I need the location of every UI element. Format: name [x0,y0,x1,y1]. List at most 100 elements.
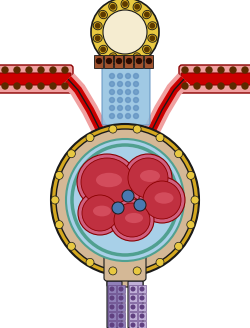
Ellipse shape [93,206,111,216]
Ellipse shape [82,195,118,231]
Circle shape [126,73,130,78]
Circle shape [131,287,135,291]
Bar [129,321,137,328]
Circle shape [146,58,152,64]
Ellipse shape [133,53,141,62]
Ellipse shape [148,22,157,30]
Circle shape [110,113,114,118]
Circle shape [38,67,44,73]
Circle shape [118,106,122,111]
Circle shape [134,113,138,118]
Circle shape [194,67,200,73]
Circle shape [118,113,122,118]
Circle shape [134,81,138,87]
Circle shape [150,24,154,28]
Bar [124,55,133,68]
Bar [108,285,116,293]
Bar [108,294,116,302]
Circle shape [187,221,195,229]
Ellipse shape [128,158,168,198]
Circle shape [126,58,132,64]
Circle shape [140,287,144,291]
Circle shape [133,125,141,133]
Bar [117,285,125,293]
Circle shape [110,305,114,309]
Circle shape [118,73,122,78]
Circle shape [230,67,236,73]
Circle shape [140,323,144,327]
Circle shape [136,58,141,64]
Circle shape [51,196,59,204]
Circle shape [110,314,114,318]
Circle shape [110,73,114,78]
Circle shape [206,67,212,73]
Ellipse shape [56,129,194,271]
Circle shape [131,296,135,300]
Circle shape [118,81,122,87]
Ellipse shape [93,34,102,42]
Circle shape [96,24,100,28]
Circle shape [96,36,100,40]
Circle shape [126,113,130,118]
FancyBboxPatch shape [102,66,150,125]
Circle shape [206,83,212,89]
Bar [108,321,116,328]
Ellipse shape [133,2,141,11]
Circle shape [119,323,123,327]
Circle shape [110,97,114,102]
Ellipse shape [72,145,178,255]
Circle shape [174,150,182,158]
Circle shape [101,47,105,51]
Bar [117,312,125,320]
Circle shape [156,133,164,142]
Circle shape [134,90,138,94]
Circle shape [86,258,94,266]
Circle shape [131,314,135,318]
Ellipse shape [51,124,199,276]
Circle shape [14,67,20,73]
FancyBboxPatch shape [107,281,122,328]
Bar [108,303,116,311]
Ellipse shape [121,0,129,9]
Circle shape [134,199,146,211]
FancyBboxPatch shape [181,73,250,85]
Bar [129,303,137,311]
Bar [129,312,137,320]
Circle shape [140,296,144,300]
Circle shape [131,323,135,327]
Circle shape [156,258,164,266]
Ellipse shape [99,45,108,54]
Bar [104,55,113,68]
Ellipse shape [140,170,160,182]
Circle shape [50,83,56,89]
Circle shape [126,106,130,111]
Ellipse shape [143,181,181,219]
Ellipse shape [114,203,150,237]
Circle shape [126,81,130,87]
Circle shape [126,90,130,94]
Circle shape [119,305,123,309]
Ellipse shape [96,173,122,187]
Circle shape [110,287,114,291]
Bar [117,303,125,311]
Bar [138,285,146,293]
Circle shape [119,287,123,291]
Circle shape [194,83,200,89]
Bar [134,55,143,68]
Ellipse shape [109,53,117,62]
Circle shape [134,97,138,102]
Circle shape [145,47,149,51]
Bar [117,321,125,328]
Circle shape [135,5,139,9]
Circle shape [133,267,141,275]
Circle shape [123,2,127,6]
Ellipse shape [78,191,122,235]
Circle shape [135,55,139,59]
Circle shape [140,305,144,309]
Circle shape [118,90,122,94]
Circle shape [86,133,94,142]
Circle shape [14,83,20,89]
Ellipse shape [99,10,108,19]
Circle shape [106,58,112,64]
Circle shape [150,36,154,40]
